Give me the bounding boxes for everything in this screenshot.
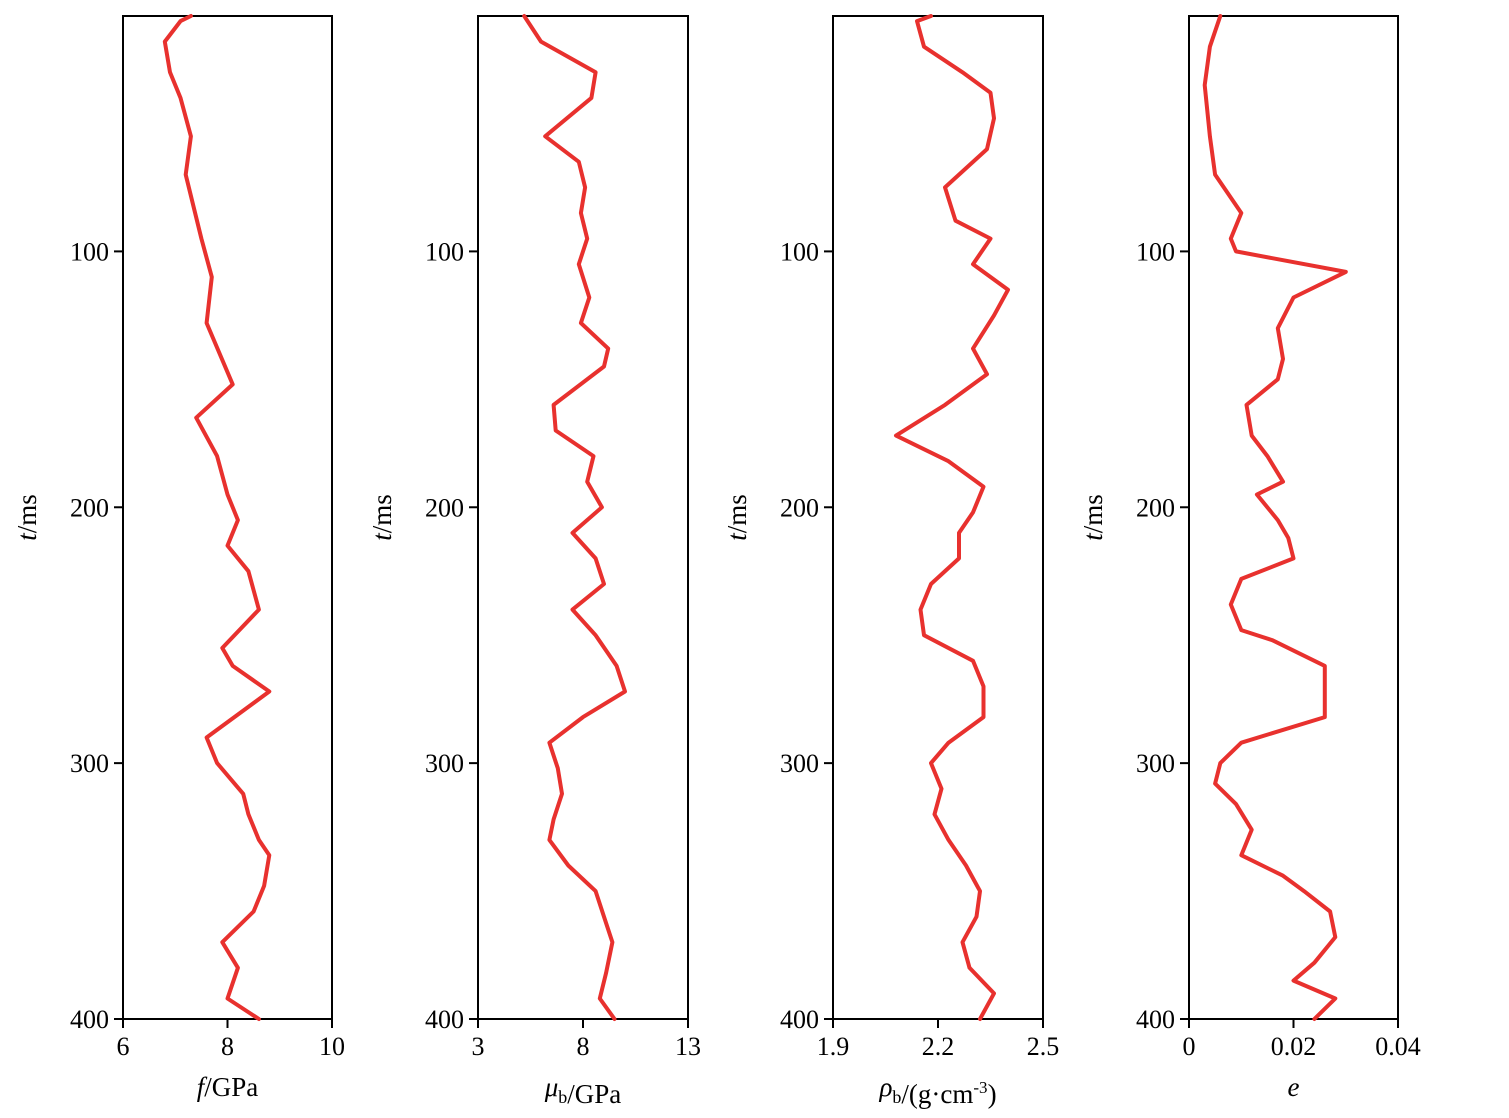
x-tick-label: 1.9 xyxy=(817,1032,850,1061)
panel-e: 100 200 300 400 0 0.02 0.04 t/ms e xyxy=(1078,14,1421,1102)
y-tick-label: 200 xyxy=(425,493,464,522)
y-axis-label-f: t/ms xyxy=(12,494,42,541)
x-tick-label: 2.2 xyxy=(922,1032,955,1061)
y-tick-label: 400 xyxy=(780,1005,819,1034)
y-tick-label: 300 xyxy=(780,749,819,778)
rho-b-trace xyxy=(894,14,1010,1021)
x-tick-label: 0.02 xyxy=(1271,1032,1317,1061)
y-tick-label: 100 xyxy=(780,237,819,266)
x-axis-label-mu-b: μb/GPa xyxy=(544,1072,622,1109)
x-tick-label: 10 xyxy=(319,1032,345,1061)
y-tick-label: 300 xyxy=(70,749,109,778)
e-trace xyxy=(1202,14,1348,1021)
y-tick-label: 100 xyxy=(70,237,109,266)
y-tick-label: 200 xyxy=(70,493,109,522)
y-axis-label-rho-b: t/ms xyxy=(722,494,752,541)
y-tick-label: 300 xyxy=(1136,749,1175,778)
y-tick-label: 200 xyxy=(1136,493,1175,522)
y-tick-label: 100 xyxy=(1136,237,1175,266)
plot-frame-rho-b xyxy=(832,15,1044,1020)
plot-frame-mu-b xyxy=(477,15,689,1020)
y-axis-label-e: t/ms xyxy=(1078,494,1108,541)
panel-mu-b: 100 200 300 400 3 8 13 t/ms μb/GPa xyxy=(367,14,701,1109)
y-tick-label: 400 xyxy=(1136,1005,1175,1034)
x-tick-label: 8 xyxy=(221,1032,234,1061)
x-tick-label: 3 xyxy=(472,1032,485,1061)
f-trace xyxy=(162,14,272,1021)
x-axis-label-e: e xyxy=(1288,1072,1300,1102)
x-axis-label-f: f/GPa xyxy=(197,1072,259,1102)
y-tick-label: 100 xyxy=(425,237,464,266)
y-axis-label-mu-b: t/ms xyxy=(367,494,397,541)
plot-frame-f xyxy=(122,15,333,1020)
panel-f: 100 200 300 400 6 8 10 t/ms f/GPa xyxy=(12,14,345,1102)
x-tick-label: 8 xyxy=(577,1032,590,1061)
y-tick-label: 300 xyxy=(425,749,464,778)
mu-b-trace xyxy=(522,14,627,1021)
y-tick-label: 200 xyxy=(780,493,819,522)
x-tick-label: 0 xyxy=(1183,1032,1196,1061)
x-tick-label: 13 xyxy=(675,1032,701,1061)
y-tick-label: 400 xyxy=(425,1005,464,1034)
y-tick-label: 400 xyxy=(70,1005,109,1034)
x-axis-label-rho-b: ρb/(g·cm-3) xyxy=(878,1072,996,1109)
x-tick-label: 0.04 xyxy=(1375,1032,1421,1061)
x-tick-label: 2.5 xyxy=(1027,1032,1060,1061)
plot-frame-e xyxy=(1188,15,1399,1020)
x-tick-label: 6 xyxy=(117,1032,130,1061)
